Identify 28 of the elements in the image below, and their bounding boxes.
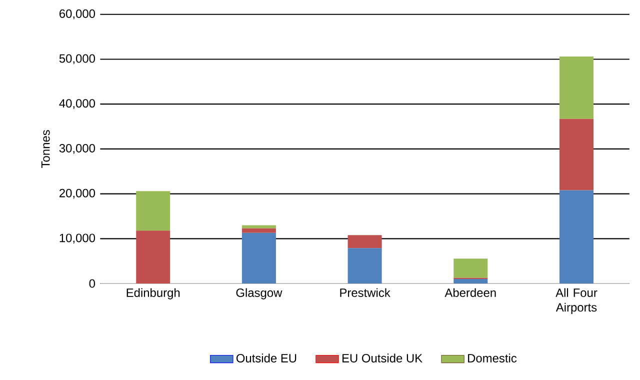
x-tick-label: Aberdeen [444,288,496,298]
y-tick-label: 20,000 [60,188,96,199]
y-tick-label: 40,000 [59,99,96,110]
y-tick-label: 0 [89,279,96,288]
bar [559,190,594,284]
bar [136,191,170,231]
y-tick-label: 10,000 [60,234,96,244]
bar [348,248,382,284]
y-axis-title: Tonnes [41,130,50,168]
bar [454,258,488,278]
legend-label: Domestic [468,354,517,363]
x-tick-label: All Four Airports [556,288,598,314]
y-tick-label: 50,000 [59,54,96,64]
legend-label: Outside EU [236,354,296,363]
bar [559,56,594,119]
bar [242,225,276,228]
bar [242,228,276,233]
bar [454,279,488,284]
x-tick-label: Edinburgh [126,288,180,300]
y-tick-label: 30,000 [59,144,96,154]
y-tick-label: 60,000 [60,9,96,20]
bar [348,235,382,248]
bar [242,232,276,284]
x-tick-label: Prestwick [340,288,390,298]
x-tick-label: Glasgow [236,288,282,300]
bar [559,118,594,190]
bar [136,230,170,284]
legend-label: EU Outside UK [342,354,422,363]
